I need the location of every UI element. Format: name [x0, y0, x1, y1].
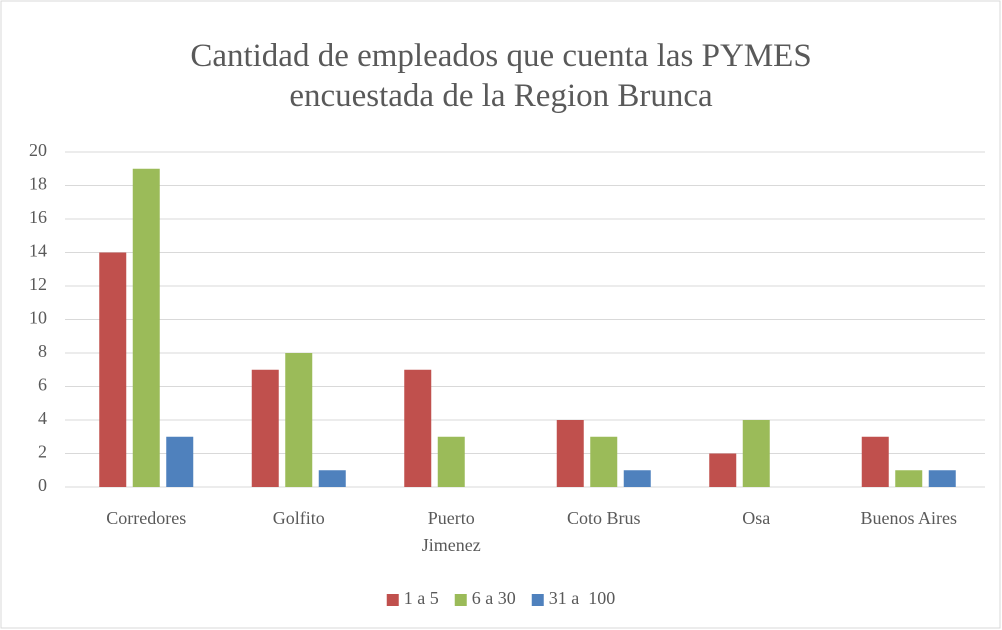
legend-swatch — [454, 594, 467, 606]
x-tick-label: Puerto Jimenez — [422, 508, 481, 555]
bar — [166, 436, 194, 487]
bar — [928, 470, 956, 487]
y-tick-label: 6 — [38, 375, 47, 395]
legend-swatch — [386, 594, 399, 606]
bar — [285, 353, 313, 487]
x-tick-label: Corredores — [106, 508, 186, 528]
y-tick-label: 2 — [38, 442, 47, 462]
y-tick-label: 20 — [29, 140, 47, 160]
y-tick-label: 18 — [29, 174, 47, 194]
legend-label: 31 a 100 — [549, 588, 616, 608]
bar — [251, 369, 279, 487]
bar — [590, 436, 618, 487]
legend-label: 1 a 5 — [404, 588, 439, 608]
x-tick-label: Buenos Aires — [861, 508, 958, 528]
legend-swatch — [531, 594, 544, 606]
y-tick-label: 0 — [38, 475, 47, 495]
bar — [404, 369, 432, 487]
bar — [132, 168, 160, 487]
x-tick-label: Coto Brus — [567, 508, 641, 528]
y-tick-label: 4 — [38, 408, 47, 428]
bar — [709, 453, 737, 487]
bar — [556, 420, 584, 487]
y-tick-label: 10 — [29, 308, 47, 328]
bar — [742, 420, 770, 487]
chart-title: Cantidad de empleados que cuenta las PYM… — [190, 38, 811, 114]
y-tick-label: 12 — [29, 274, 47, 294]
y-tick-label: 16 — [29, 207, 47, 227]
legend-label: 6 a 30 — [472, 588, 516, 608]
y-tick-label: 14 — [29, 241, 47, 261]
bar — [318, 470, 346, 487]
bar — [895, 470, 923, 487]
bar — [437, 436, 465, 487]
bar — [99, 252, 127, 487]
bar — [861, 436, 889, 487]
x-tick-label: Osa — [742, 508, 770, 528]
x-tick-label: Golfito — [273, 508, 325, 528]
y-tick-label: 8 — [38, 341, 47, 361]
bar — [623, 470, 651, 487]
